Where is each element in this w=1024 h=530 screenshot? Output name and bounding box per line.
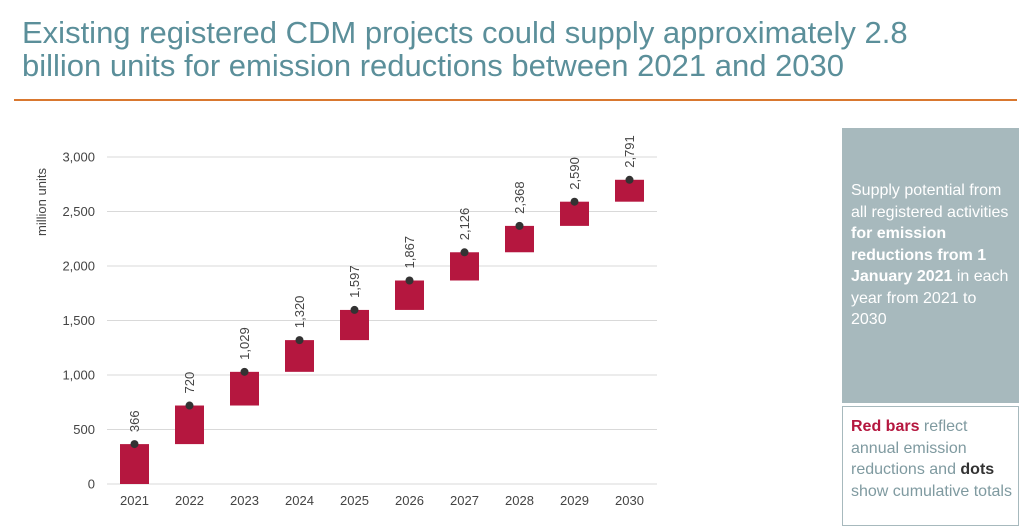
supply-potential-note: Supply potential from all registered act…: [842, 128, 1019, 403]
x-tick-label: 2022: [175, 493, 204, 508]
x-tick-label: 2028: [505, 493, 534, 508]
data-label: 1,867: [402, 236, 417, 269]
cdm-supply-chart: 0 500 1,000 1,500 2,000 2,500 3,000 366 2021 720 2…: [34, 135, 657, 508]
dots: [130, 175, 634, 449]
data-label: 2,791: [622, 135, 637, 168]
y-tick-label: 2,500: [62, 204, 95, 219]
bar: [230, 371, 259, 406]
page-title: Existing registered CDM projects could s…: [22, 15, 908, 83]
cumulative-dot: [515, 221, 524, 230]
y-tick-label: 1,000: [62, 368, 95, 383]
bar: [120, 444, 149, 484]
cumulative-dot: [625, 175, 634, 184]
data-label: 1,597: [347, 265, 362, 298]
y-tick-label: 2,000: [62, 259, 95, 274]
bar: [285, 340, 314, 372]
legend-note: Red bars reflect annual emission reducti…: [842, 406, 1019, 526]
legend-text-1: reflect annual emission reductions and: [851, 418, 968, 478]
cumulative-dot: [130, 440, 139, 449]
legend-text-2: show cumulative totals: [851, 482, 1012, 500]
note-text-2: in each year from 2021 to 2030: [851, 268, 1009, 328]
y-axis-label: million units: [34, 168, 49, 236]
bar: [450, 252, 479, 281]
x-tick-label: 2029: [560, 493, 589, 508]
x-tick-label: 2026: [395, 493, 424, 508]
legend-red-bars: Red bars: [851, 418, 920, 435]
cumulative-dot: [295, 336, 304, 345]
cumulative-dot: [350, 305, 359, 314]
x-tick-label: 2024: [285, 493, 314, 508]
cumulative-dot: [570, 197, 579, 206]
note-bold-text: for emission reductions from 1 January 2…: [851, 225, 987, 285]
data-label: 720: [182, 372, 197, 394]
x-tick-label: 2023: [230, 493, 259, 508]
data-label: 366: [127, 410, 142, 432]
cumulative-dot: [240, 367, 249, 376]
bar: [340, 309, 369, 341]
cumulative-dot: [460, 248, 469, 257]
legend-dots: dots: [960, 461, 995, 478]
x-tick-label: 2030: [615, 493, 644, 508]
bar: [505, 225, 534, 253]
bar: [175, 405, 204, 445]
bar: [615, 179, 644, 202]
title-divider: [14, 99, 1017, 101]
data-label: 1,320: [292, 296, 307, 329]
note-text-1: Supply potential from all registered act…: [851, 182, 1009, 221]
x-tick-label: 2027: [450, 493, 479, 508]
bar: [560, 201, 589, 226]
y-tick-label: 500: [73, 422, 95, 437]
bars: [120, 179, 644, 484]
data-label: 2,368: [512, 181, 527, 214]
gridlines: [107, 156, 657, 485]
cumulative-dot: [405, 276, 414, 285]
data-label: 2,126: [457, 208, 472, 241]
y-tick-label: 0: [88, 477, 95, 492]
x-tick-label: 2025: [340, 493, 369, 508]
labels: 0 500 1,000 1,500 2,000 2,500 3,000 366 2021 720 2…: [62, 135, 644, 508]
x-tick-label: 2021: [120, 493, 149, 508]
data-label: 1,029: [237, 327, 252, 360]
bar: [395, 280, 424, 310]
y-tick-label: 3,000: [62, 150, 95, 165]
cumulative-dot: [185, 401, 194, 410]
data-label: 2,590: [567, 157, 582, 190]
y-tick-label: 1,500: [62, 313, 95, 328]
